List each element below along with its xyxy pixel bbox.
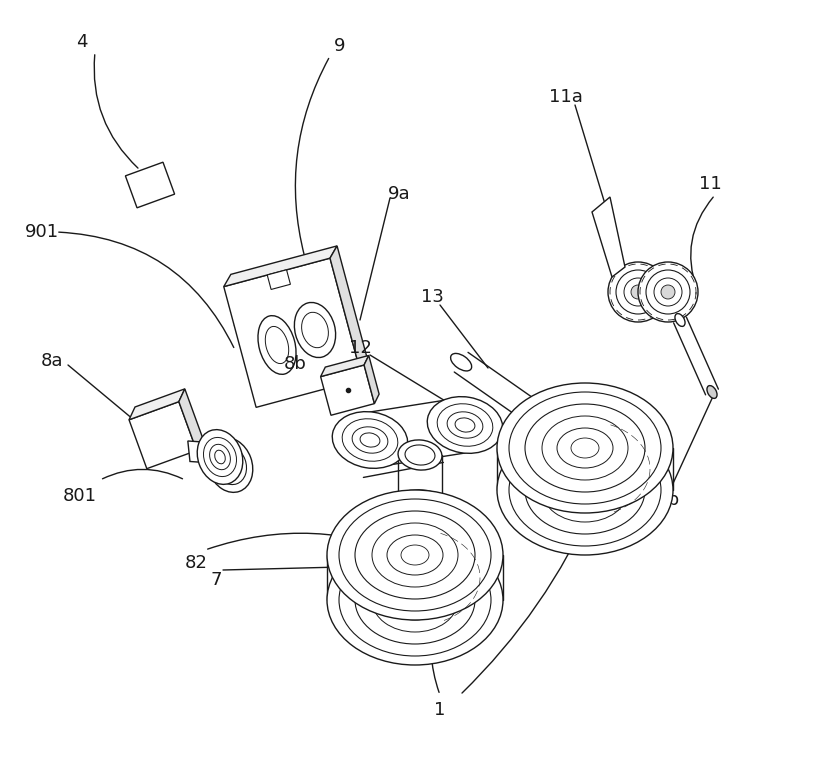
Polygon shape (224, 246, 337, 287)
Ellipse shape (398, 440, 442, 470)
FancyArrowPatch shape (103, 469, 183, 478)
FancyArrowPatch shape (462, 503, 594, 693)
FancyArrowPatch shape (208, 533, 418, 559)
Ellipse shape (638, 262, 698, 322)
Text: 12: 12 (348, 339, 372, 357)
Polygon shape (321, 365, 374, 415)
Ellipse shape (266, 327, 289, 363)
Polygon shape (179, 389, 203, 450)
Ellipse shape (207, 438, 253, 493)
Ellipse shape (707, 385, 717, 399)
Ellipse shape (451, 353, 472, 371)
Polygon shape (330, 246, 369, 379)
Ellipse shape (654, 278, 682, 306)
Ellipse shape (398, 510, 442, 540)
Text: 11a: 11a (549, 88, 583, 106)
Polygon shape (129, 389, 185, 420)
Polygon shape (267, 270, 291, 290)
Text: 8b: 8b (284, 355, 306, 373)
Polygon shape (188, 441, 239, 465)
Ellipse shape (646, 270, 690, 314)
Ellipse shape (524, 405, 545, 423)
Ellipse shape (295, 302, 336, 358)
Polygon shape (364, 355, 379, 403)
Ellipse shape (258, 316, 296, 374)
Text: 13: 13 (421, 288, 443, 306)
Ellipse shape (661, 285, 675, 299)
Polygon shape (129, 402, 196, 469)
Ellipse shape (675, 313, 685, 327)
FancyArrowPatch shape (431, 613, 439, 692)
Ellipse shape (497, 383, 673, 513)
Ellipse shape (616, 270, 660, 314)
Ellipse shape (608, 262, 668, 322)
Ellipse shape (301, 312, 328, 348)
Ellipse shape (214, 446, 246, 485)
Ellipse shape (197, 430, 243, 485)
Text: 901: 901 (25, 223, 59, 241)
Polygon shape (321, 355, 369, 377)
Text: 82: 82 (185, 554, 207, 572)
Ellipse shape (428, 397, 503, 453)
FancyArrowPatch shape (296, 59, 329, 255)
FancyArrowPatch shape (58, 232, 234, 348)
FancyArrowPatch shape (94, 55, 138, 168)
Ellipse shape (631, 285, 645, 299)
Text: 9a: 9a (387, 185, 410, 203)
Text: 11: 11 (699, 175, 721, 193)
Ellipse shape (327, 490, 503, 620)
Ellipse shape (375, 490, 465, 560)
Text: 4: 4 (76, 33, 88, 51)
Text: 801: 801 (63, 487, 97, 505)
Polygon shape (592, 197, 625, 277)
Text: 9: 9 (334, 37, 346, 55)
Ellipse shape (497, 425, 673, 555)
Polygon shape (125, 162, 175, 207)
Ellipse shape (220, 453, 240, 478)
Ellipse shape (327, 535, 503, 665)
Ellipse shape (624, 278, 652, 306)
Text: 1: 1 (434, 701, 446, 719)
Text: 7: 7 (210, 571, 222, 589)
Ellipse shape (332, 412, 407, 468)
Text: 8a: 8a (41, 352, 63, 370)
Polygon shape (224, 258, 362, 407)
FancyArrowPatch shape (691, 197, 713, 290)
Ellipse shape (225, 458, 235, 472)
Text: 11b: 11b (645, 491, 679, 509)
